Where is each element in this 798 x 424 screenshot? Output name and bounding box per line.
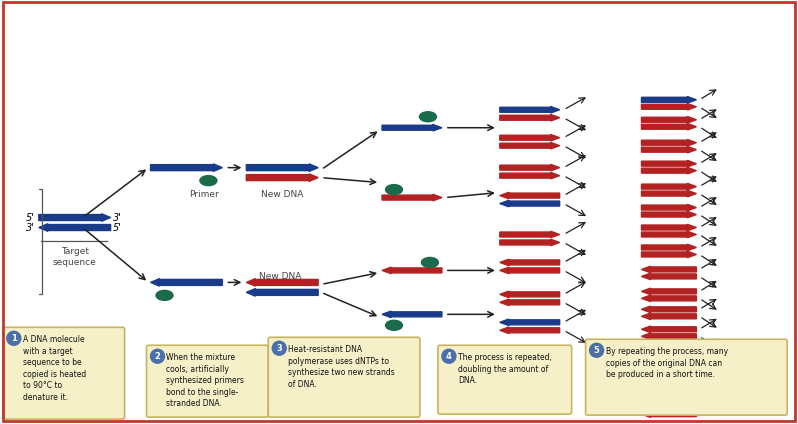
FancyArrow shape — [642, 313, 697, 320]
FancyArrow shape — [642, 244, 697, 251]
Text: The process is repeated,
doubling the amount of
DNA.: The process is repeated, doubling the am… — [458, 353, 551, 385]
FancyArrow shape — [642, 103, 697, 110]
Text: New DNA: New DNA — [261, 190, 303, 198]
Circle shape — [442, 349, 456, 363]
FancyArrow shape — [500, 134, 559, 141]
FancyArrow shape — [642, 190, 697, 197]
FancyArrow shape — [642, 231, 697, 238]
Text: 2: 2 — [155, 352, 160, 361]
FancyArrow shape — [39, 224, 111, 231]
Text: When the mixture
cools, artificially
synthesized primers
bond to the single-
str: When the mixture cools, artificially syn… — [167, 353, 244, 408]
FancyBboxPatch shape — [3, 327, 124, 419]
FancyArrow shape — [642, 251, 697, 258]
Text: By repeating the process, many
copies of the original DNA can
be produced in a s: By repeating the process, many copies of… — [606, 347, 728, 379]
FancyArrow shape — [642, 146, 697, 153]
FancyArrow shape — [642, 204, 697, 211]
FancyArrow shape — [500, 327, 559, 334]
Text: 3': 3' — [113, 212, 121, 223]
FancyBboxPatch shape — [586, 339, 787, 415]
FancyArrow shape — [500, 231, 559, 238]
FancyArrow shape — [642, 346, 697, 352]
FancyArrow shape — [247, 289, 318, 296]
FancyArrow shape — [642, 97, 697, 103]
FancyArrow shape — [642, 386, 697, 393]
FancyArrow shape — [151, 164, 223, 171]
Ellipse shape — [420, 112, 437, 122]
FancyArrow shape — [642, 306, 697, 312]
Text: New DNA: New DNA — [259, 273, 302, 282]
Ellipse shape — [421, 257, 438, 268]
FancyArrow shape — [642, 353, 697, 360]
FancyArrow shape — [500, 192, 559, 199]
FancyArrow shape — [642, 366, 697, 372]
FancyArrow shape — [382, 194, 442, 201]
Text: 4: 4 — [446, 352, 452, 361]
FancyArrow shape — [642, 411, 697, 417]
FancyArrow shape — [642, 295, 697, 301]
FancyArrow shape — [382, 267, 442, 273]
FancyArrow shape — [642, 139, 697, 146]
FancyArrow shape — [642, 266, 697, 273]
FancyArrow shape — [500, 319, 559, 326]
FancyArrow shape — [642, 373, 697, 379]
Circle shape — [7, 331, 21, 345]
FancyArrow shape — [642, 183, 697, 190]
FancyArrow shape — [642, 404, 697, 410]
Circle shape — [272, 341, 286, 355]
FancyArrow shape — [642, 224, 697, 231]
Text: A DNA molecule
with a target
sequence to be
copied is heated
to 90°C to
denature: A DNA molecule with a target sequence to… — [23, 335, 86, 402]
FancyArrow shape — [382, 125, 442, 131]
FancyArrow shape — [500, 299, 559, 306]
FancyArrow shape — [642, 273, 697, 280]
FancyArrow shape — [642, 117, 697, 123]
Text: 5': 5' — [26, 212, 35, 223]
FancyArrow shape — [500, 142, 559, 149]
FancyArrow shape — [151, 279, 223, 286]
FancyBboxPatch shape — [147, 345, 268, 417]
Text: 5': 5' — [113, 223, 121, 232]
FancyArrow shape — [642, 393, 697, 399]
FancyArrow shape — [642, 167, 697, 174]
Circle shape — [151, 349, 164, 363]
FancyArrow shape — [500, 114, 559, 121]
Text: 1: 1 — [11, 334, 17, 343]
FancyArrow shape — [642, 288, 697, 295]
Text: Heat-resistant DNA
polymerase uses dNTPs to
synthesize two new strands
of DNA.: Heat-resistant DNA polymerase uses dNTPs… — [288, 345, 395, 389]
Ellipse shape — [385, 184, 402, 195]
Text: 5: 5 — [594, 346, 599, 355]
FancyArrow shape — [642, 123, 697, 130]
FancyArrow shape — [247, 279, 318, 286]
Ellipse shape — [385, 320, 402, 330]
FancyArrow shape — [642, 160, 697, 167]
FancyArrow shape — [500, 291, 559, 298]
FancyArrow shape — [642, 326, 697, 332]
FancyArrow shape — [500, 165, 559, 171]
FancyBboxPatch shape — [268, 337, 420, 417]
FancyArrow shape — [500, 200, 559, 207]
Text: Target
sequence: Target sequence — [53, 248, 97, 267]
FancyArrow shape — [500, 267, 559, 273]
FancyArrow shape — [500, 106, 559, 113]
FancyArrow shape — [247, 174, 318, 181]
FancyArrow shape — [39, 214, 111, 221]
Text: 3: 3 — [276, 344, 282, 353]
Ellipse shape — [156, 290, 173, 300]
FancyArrow shape — [247, 164, 318, 171]
FancyArrow shape — [500, 239, 559, 246]
Circle shape — [590, 343, 603, 357]
Text: 3': 3' — [26, 223, 35, 232]
Ellipse shape — [200, 176, 217, 186]
FancyArrow shape — [500, 259, 559, 266]
FancyBboxPatch shape — [438, 345, 571, 414]
FancyArrow shape — [500, 173, 559, 179]
FancyArrow shape — [642, 211, 697, 218]
FancyArrow shape — [382, 311, 442, 318]
Text: Primer: Primer — [190, 190, 219, 198]
FancyArrow shape — [642, 333, 697, 340]
